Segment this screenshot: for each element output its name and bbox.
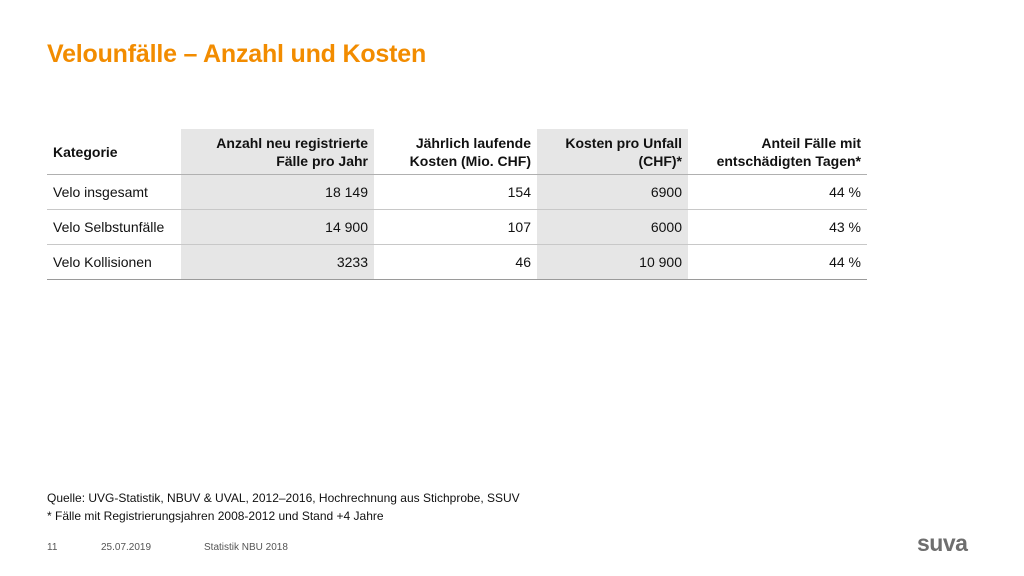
header-line: Jährlich laufende [415, 134, 531, 151]
header-line: Fälle pro Jahr [276, 152, 368, 169]
header-line: entschädigten Tagen* [716, 152, 861, 169]
header-line: Kosten (Mio. CHF) [409, 152, 531, 169]
header-line: (CHF)* [638, 152, 682, 169]
table-cell: 43 % [688, 209, 867, 245]
footer-date: 25.07.2019 [101, 542, 152, 553]
header-anzahl: Anzahl neu registrierte Fälle pro Jahr [181, 129, 374, 175]
header-line: Anzahl neu registrierte [216, 134, 368, 151]
table-row: Velo Kollisionen 3233 46 10 900 44 % [47, 244, 867, 280]
header-kategorie: Kategorie [47, 129, 181, 175]
header-anteil: Anteil Fälle mit entschädigten Tagen* [688, 129, 867, 175]
table-cell: 46 [374, 244, 537, 280]
source-note: Quelle: UVG-Statistik, NBUV & UVAL, 2012… [47, 491, 520, 505]
table-cell: 154 [374, 174, 537, 210]
table-row: Velo insgesamt 18 149 154 6900 44 % [47, 174, 867, 210]
header-kosten-jahr: Jährlich laufende Kosten (Mio. CHF) [374, 129, 537, 175]
header-line: Kosten pro Unfall [565, 134, 682, 151]
table-cell: 14 900 [181, 209, 374, 245]
header-line: Anteil Fälle mit [761, 134, 861, 151]
table-cell: Velo Selbstunfälle [47, 209, 181, 245]
header-line: Kategorie [53, 143, 118, 160]
table-cell: Velo Kollisionen [47, 244, 181, 280]
statistics-table: Kategorie Anzahl neu registrierte Fälle … [47, 129, 867, 280]
slide-title: Velounfälle – Anzahl und Kosten [47, 40, 427, 68]
footer-label: Statistik NBU 2018 [204, 542, 288, 553]
table-cell: 6000 [537, 209, 688, 245]
table-cell: 44 % [688, 244, 867, 280]
table-cell: 107 [374, 209, 537, 245]
footnote: * Fälle mit Registrierungsjahren 2008-20… [47, 509, 384, 523]
table-cell: 18 149 [181, 174, 374, 210]
header-kosten-unfall: Kosten pro Unfall (CHF)* [537, 129, 688, 175]
table-header-row: Kategorie Anzahl neu registrierte Fälle … [47, 129, 867, 175]
page-number: 11 [47, 542, 58, 553]
table-cell: Velo insgesamt [47, 174, 181, 210]
table-cell: 44 % [688, 174, 867, 210]
table-cell: 6900 [537, 174, 688, 210]
notes: Quelle: UVG-Statistik, NBUV & UVAL, 2012… [47, 489, 520, 525]
table-cell: 3233 [181, 244, 374, 280]
suva-logo: suva [917, 530, 968, 556]
table-cell: 10 900 [537, 244, 688, 280]
table-row: Velo Selbstunfälle 14 900 107 6000 43 % [47, 209, 867, 245]
